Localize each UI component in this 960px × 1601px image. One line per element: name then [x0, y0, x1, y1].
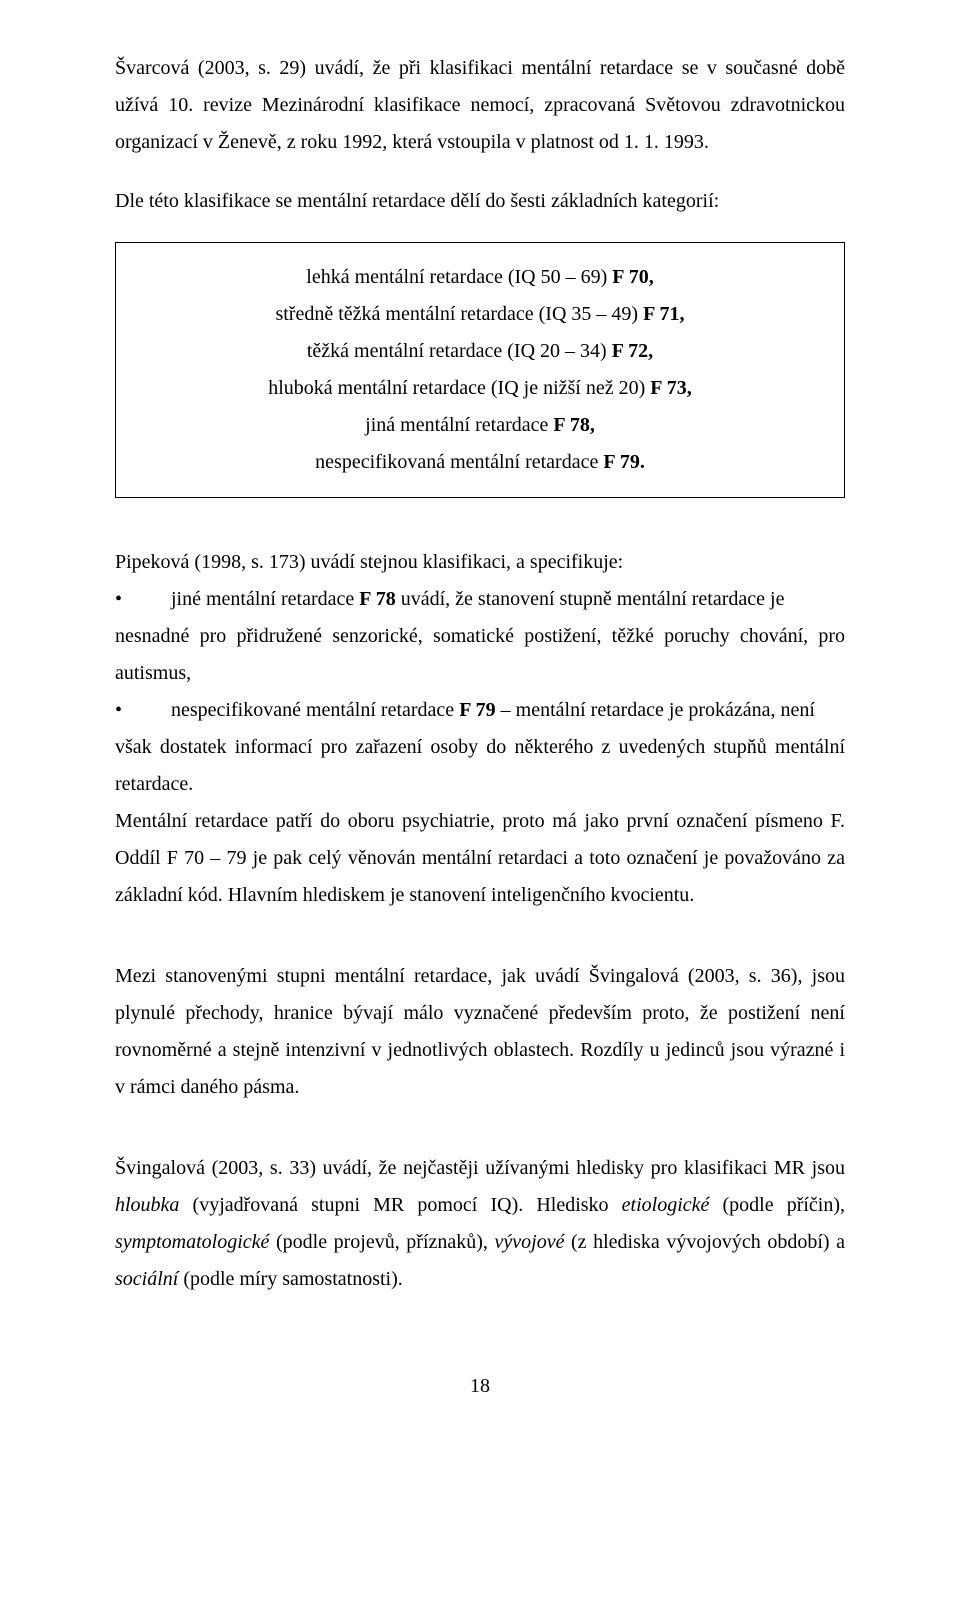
paragraph-intro: Švarcová (2003, s. 29) uvádí, že při kla… [115, 50, 845, 161]
paragraph-categories-intro: Dle této klasifikace se mentální retarda… [115, 183, 845, 220]
paragraph-pipekova: Pipeková (1998, s. 173) uvádí stejnou kl… [115, 544, 845, 581]
paragraph-psychiatry: Mentální retardace patří do oboru psychi… [115, 803, 845, 914]
box-line-2: středně těžká mentální retardace (IQ 35 … [128, 296, 832, 333]
bullet-2-continuation: však dostatek informací pro zařazení oso… [115, 729, 845, 803]
paragraph-svingalova-2: Švingalová (2003, s. 33) uvádí, že nejča… [115, 1150, 845, 1298]
box-line-1: lehká mentální retardace (IQ 50 – 69) F … [128, 259, 832, 296]
box-line-6: nespecifikovaná mentální retardace F 79. [128, 444, 832, 481]
page-number: 18 [115, 1368, 845, 1405]
bullet-item-2: nespecifikované mentální retardace F 79 … [115, 692, 845, 729]
classification-box: lehká mentální retardace (IQ 50 – 69) F … [115, 242, 845, 498]
bullet-list-2: nespecifikované mentální retardace F 79 … [115, 692, 845, 729]
box-line-3: těžká mentální retardace (IQ 20 – 34) F … [128, 333, 832, 370]
bullet-list: jiné mentální retardace F 78 uvádí, že s… [115, 581, 845, 618]
box-line-5: jiná mentální retardace F 78, [128, 407, 832, 444]
bullet-item-1: jiné mentální retardace F 78 uvádí, že s… [115, 581, 845, 618]
box-line-4: hluboká mentální retardace (IQ je nižší … [128, 370, 832, 407]
paragraph-svingalova-1: Mezi stanovenými stupni mentální retarda… [115, 958, 845, 1106]
bullet-1-continuation: nesnadné pro přidružené senzorické, soma… [115, 618, 845, 692]
